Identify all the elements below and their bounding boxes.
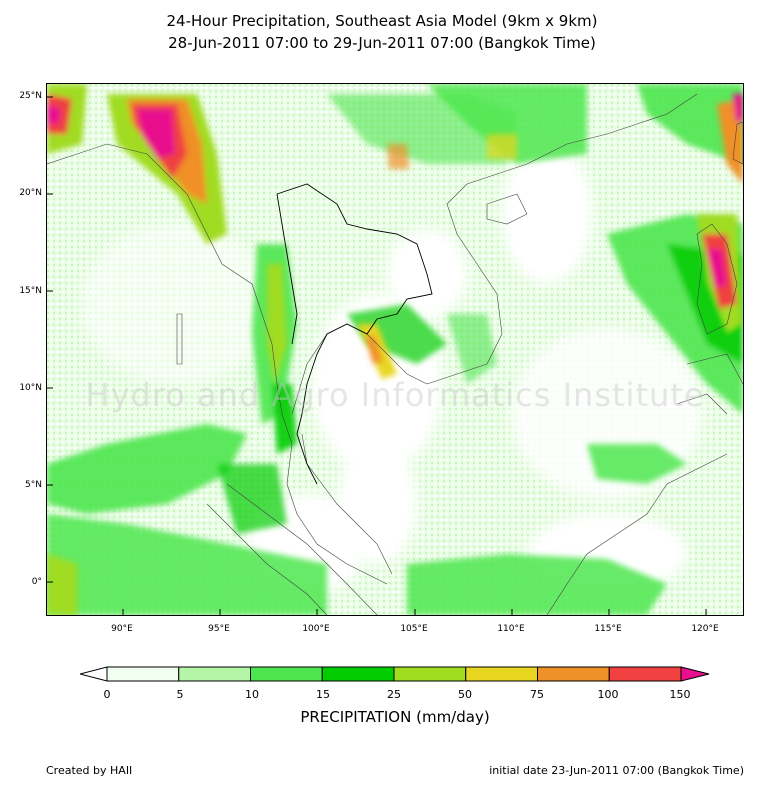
lon-label-100e: 100°E bbox=[302, 624, 330, 634]
colorbar-over-triangle bbox=[680, 666, 710, 682]
credit-text: Created by HAII bbox=[46, 764, 133, 777]
colorbar-bin bbox=[465, 666, 538, 682]
colorbar-bin bbox=[178, 666, 251, 682]
colorbar-label-75: 75 bbox=[530, 688, 544, 701]
initial-date-text: initial date 23-Jun-2011 07:00 (Bangkok … bbox=[489, 764, 744, 777]
colorbar-bin bbox=[608, 666, 682, 682]
coastlines bbox=[47, 93, 743, 615]
colorbar-bin bbox=[250, 666, 323, 682]
graticule-ticks bbox=[47, 96, 707, 615]
precipitation-map: Hydro and Agro Informatics Institute bbox=[46, 83, 744, 616]
colorbar-bin bbox=[393, 666, 467, 682]
precip-heavy-layer bbox=[47, 84, 743, 615]
lon-label-105e: 105°E bbox=[400, 624, 428, 634]
lat-label-15n: 15°N bbox=[19, 286, 42, 296]
colorbar-bin bbox=[106, 666, 180, 682]
colorbar-under-triangle bbox=[80, 666, 108, 682]
colorbar-label-25: 25 bbox=[387, 688, 401, 701]
lon-label-115e: 115°E bbox=[594, 624, 622, 634]
colorbar-label-150: 150 bbox=[669, 688, 691, 701]
lon-label-90e: 90°E bbox=[111, 624, 133, 634]
lon-label-95e: 95°E bbox=[208, 624, 230, 634]
chart-subtitle: 28-Jun-2011 07:00 to 29-Jun-2011 07:00 (… bbox=[168, 34, 596, 52]
precipitation-map-svg bbox=[47, 84, 743, 615]
colorbar-label-5: 5 bbox=[176, 688, 184, 701]
colorbar-label-0: 0 bbox=[103, 688, 111, 701]
colorbar-label-10: 10 bbox=[245, 688, 259, 701]
colorbar-label-100: 100 bbox=[597, 688, 619, 701]
colorbar-bin bbox=[537, 666, 610, 682]
lat-label-25n: 25°N bbox=[19, 91, 42, 101]
chart-title: 24-Hour Precipitation, Southeast Asia Mo… bbox=[166, 12, 598, 30]
country-borders bbox=[276, 183, 433, 485]
precipitation-colorbar bbox=[80, 666, 710, 682]
lat-label-0: 0° bbox=[31, 577, 42, 587]
lon-label-110e: 110°E bbox=[497, 624, 525, 634]
lat-label-5n: 5°N bbox=[25, 480, 42, 490]
colorbar-label-50: 50 bbox=[458, 688, 472, 701]
colorbar-label-15: 15 bbox=[316, 688, 330, 701]
colorbar-title: PRECIPITATION (mm/day) bbox=[300, 708, 490, 726]
lon-label-120e: 120°E bbox=[691, 624, 719, 634]
lat-label-20n: 20°N bbox=[19, 188, 42, 198]
colorbar-bin bbox=[321, 666, 395, 682]
lat-label-10n: 10°N bbox=[19, 383, 42, 393]
